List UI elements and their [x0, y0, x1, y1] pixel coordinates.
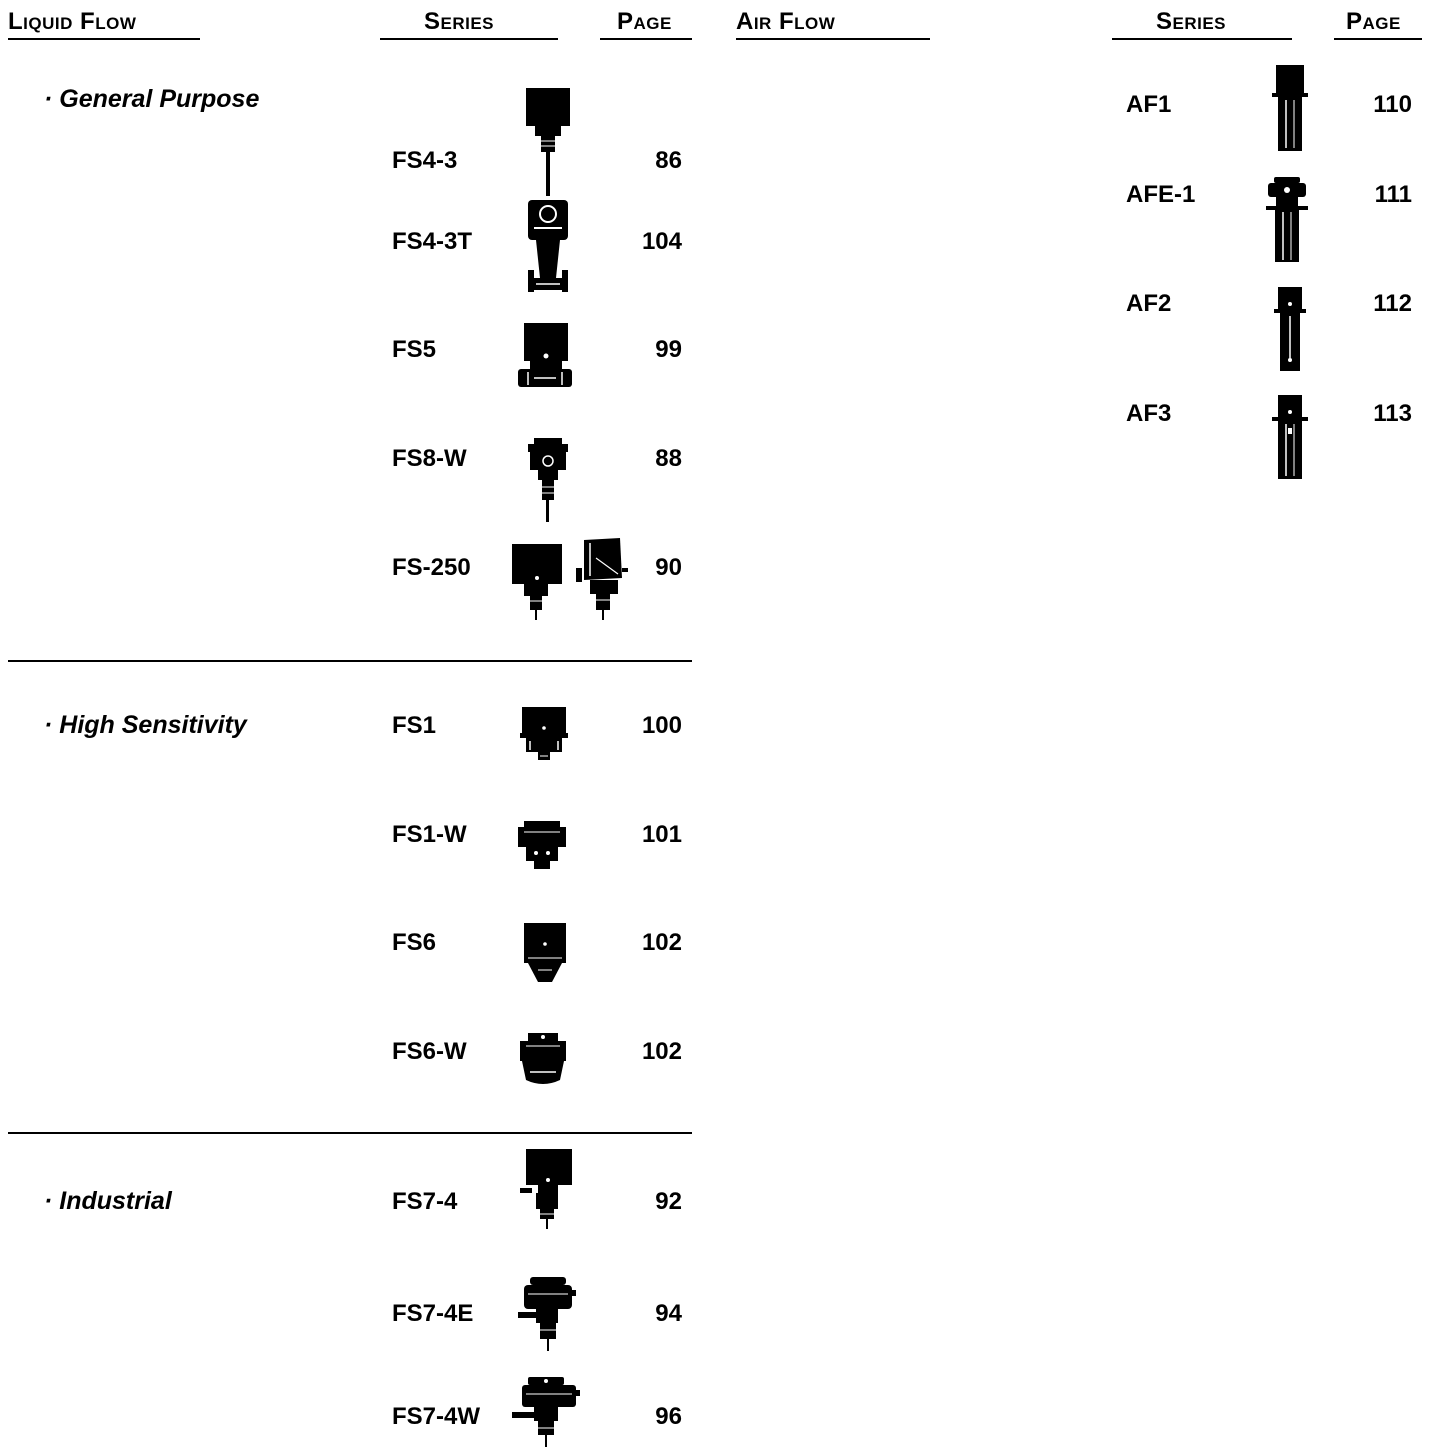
- page-number: 111: [1374, 181, 1412, 208]
- weatherproof-sensitivity-switch-icon: [518, 821, 566, 869]
- liquid-flow-underline: [8, 38, 200, 40]
- high-sensitivity-switch-icon: [520, 707, 568, 760]
- liquid-series-underline: [380, 38, 558, 40]
- weatherproof-industrial-switch-icon: [512, 1377, 580, 1447]
- page-number: 112: [1373, 290, 1412, 317]
- air-page-underline: [1334, 38, 1422, 40]
- page-number: 113: [1373, 400, 1412, 427]
- explosion-proof-flow-switch-icon: [518, 1277, 576, 1351]
- air-flow-switch-icon: [1274, 287, 1306, 371]
- series-label: FS1: [392, 712, 437, 739]
- series-label: FS4-3: [392, 147, 458, 174]
- series-label: AFE-1: [1126, 181, 1196, 208]
- page-number: 94: [655, 1300, 682, 1327]
- air-series-header: Series: [1156, 8, 1227, 35]
- page-number: 96: [655, 1403, 682, 1430]
- page-number: 102: [641, 929, 682, 956]
- category-high-sensitivity: · High Sensitivity: [44, 711, 247, 739]
- series-label: FS1-W: [392, 821, 467, 848]
- liquid-series-header: Series: [424, 8, 495, 35]
- liquid-page-header: Page: [617, 8, 672, 35]
- explosion-proof-air-switch-icon: [1266, 177, 1308, 262]
- inline-flow-switch-icon: [518, 323, 572, 387]
- air-flow-underline: [736, 38, 930, 40]
- series-label: AF1: [1126, 91, 1172, 118]
- series-label: AF3: [1126, 400, 1172, 427]
- page-number: 100: [641, 712, 682, 739]
- page-number: 86: [655, 147, 682, 174]
- air-flow-header: Air Flow: [736, 8, 836, 35]
- section-divider: [8, 1132, 692, 1134]
- category-industrial: · Industrial: [44, 1187, 172, 1215]
- page-number: 110: [1373, 91, 1412, 118]
- weatherproof-flow-switch-icon: [528, 438, 568, 522]
- high-sensitivity-switch-icon: [524, 923, 566, 982]
- series-label: FS8-W: [392, 445, 467, 472]
- series-label: FS5: [392, 336, 437, 363]
- liquid-flow-header: Liquid Flow: [8, 8, 137, 35]
- liquid-page-underline: [600, 38, 692, 40]
- category-general-purpose: · General Purpose: [44, 85, 260, 113]
- page-number: 104: [641, 228, 682, 255]
- page-number: 88: [655, 445, 682, 472]
- page-number: 90: [655, 554, 682, 581]
- page-number: 101: [641, 821, 682, 848]
- weatherproof-sensitivity-switch-icon: [520, 1033, 566, 1084]
- series-label: FS-250: [392, 554, 471, 581]
- paddle-flow-switch-pair-icon: [512, 538, 628, 620]
- air-series-underline: [1112, 38, 1292, 40]
- paddle-flow-switch-icon: [526, 88, 570, 196]
- series-label: FS7-4W: [392, 1403, 481, 1430]
- air-flow-switch-icon: [1272, 395, 1308, 479]
- air-page-header: Page: [1346, 8, 1401, 35]
- series-label: FS7-4: [392, 1188, 458, 1215]
- industrial-flow-switch-icon: [520, 1149, 572, 1229]
- series-label: FS7-4E: [392, 1300, 474, 1327]
- series-label: FS6: [392, 929, 437, 956]
- tee-flow-switch-icon: [528, 200, 568, 292]
- page-number: 102: [641, 1038, 682, 1065]
- series-label: AF2: [1126, 290, 1172, 317]
- series-label: FS4-3T: [392, 228, 473, 255]
- page-number: 92: [655, 1188, 682, 1215]
- section-divider: [8, 660, 692, 662]
- page-number: 99: [655, 336, 682, 363]
- series-label: FS6-W: [392, 1038, 467, 1065]
- air-flow-switch-icon: [1272, 65, 1308, 151]
